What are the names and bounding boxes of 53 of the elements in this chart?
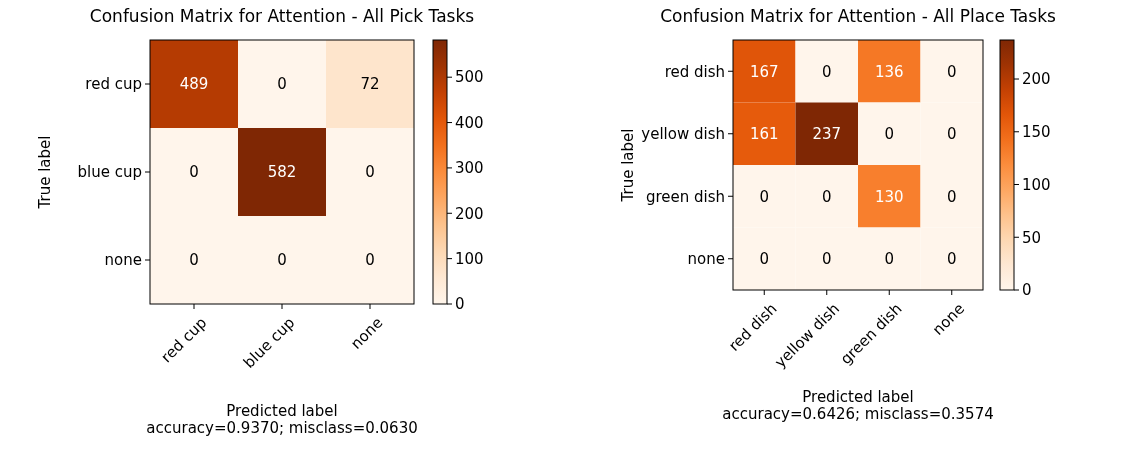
data-label: 161	[749, 125, 779, 143]
color-bar-label: 0	[1022, 281, 1032, 300]
color-bar-label: 100	[455, 249, 484, 268]
color-bar-label: 50	[1022, 228, 1042, 247]
data-label: 0	[189, 251, 199, 270]
x-axis-title: Predicted label	[226, 402, 338, 420]
text: accuracy=0.6426; misclass=0.3574	[722, 405, 994, 423]
data-label: 0	[946, 250, 957, 268]
color-bar-label: 150	[1022, 123, 1051, 142]
color-bar-label: 300	[455, 159, 484, 178]
data-label: 0	[821, 62, 832, 81]
data-label: 489	[179, 75, 209, 94]
data-label: 0	[821, 187, 832, 206]
data-label: 0	[365, 163, 375, 182]
color-bar-label: 500	[455, 68, 484, 87]
data-label: 0	[759, 250, 770, 268]
y-tick-label: red cup	[85, 75, 142, 94]
x-tick-label: red dish	[725, 299, 781, 355]
color-bar-label: 0	[455, 295, 465, 314]
y-tick-label: yellow dish	[641, 125, 725, 143]
y-tick-label: blue cup	[77, 163, 142, 182]
color-bar-label: 200	[1022, 70, 1051, 89]
data-label: 0	[946, 187, 957, 206]
x-axis-title: Predicted label	[802, 388, 914, 406]
y-tick-label: red dish	[664, 62, 725, 81]
data-label: 0	[821, 250, 832, 268]
y-tick-label: green dish	[645, 187, 725, 206]
y-axis-title: True label	[36, 135, 54, 210]
data-label: 0	[884, 250, 895, 268]
data-label: 0	[884, 125, 895, 143]
y-axis-title: True label	[619, 128, 637, 203]
data-label: 167	[749, 62, 779, 81]
color-bar-label: 200	[455, 204, 484, 223]
data-label: 582	[267, 163, 297, 182]
text: accuracy=0.9370; misclass=0.0630	[146, 419, 418, 437]
chart-title: Confusion Matrix for Attention - All Pick Tasks	[89, 6, 475, 26]
data-label: 0	[946, 62, 957, 81]
data-label: 0	[189, 163, 199, 182]
data-label: 0	[946, 125, 957, 143]
y-tick-label: none	[687, 250, 725, 268]
data-label: 0	[365, 251, 375, 270]
data-label: 130	[874, 187, 904, 206]
data-label: 237	[812, 125, 842, 143]
data-label: 72	[360, 75, 380, 94]
y-tick-label: none	[104, 251, 142, 270]
color-bar-label: 100	[1022, 175, 1051, 194]
data-label: 0	[277, 251, 287, 270]
data-label: 0	[277, 75, 287, 94]
chart-title: Confusion Matrix for Attention - All Place Tasks	[660, 6, 1056, 26]
data-label: 0	[759, 187, 770, 206]
color-bar-label: 400	[455, 113, 484, 132]
x-tick-label: red cup	[157, 313, 211, 367]
data-label: 136	[874, 62, 904, 81]
